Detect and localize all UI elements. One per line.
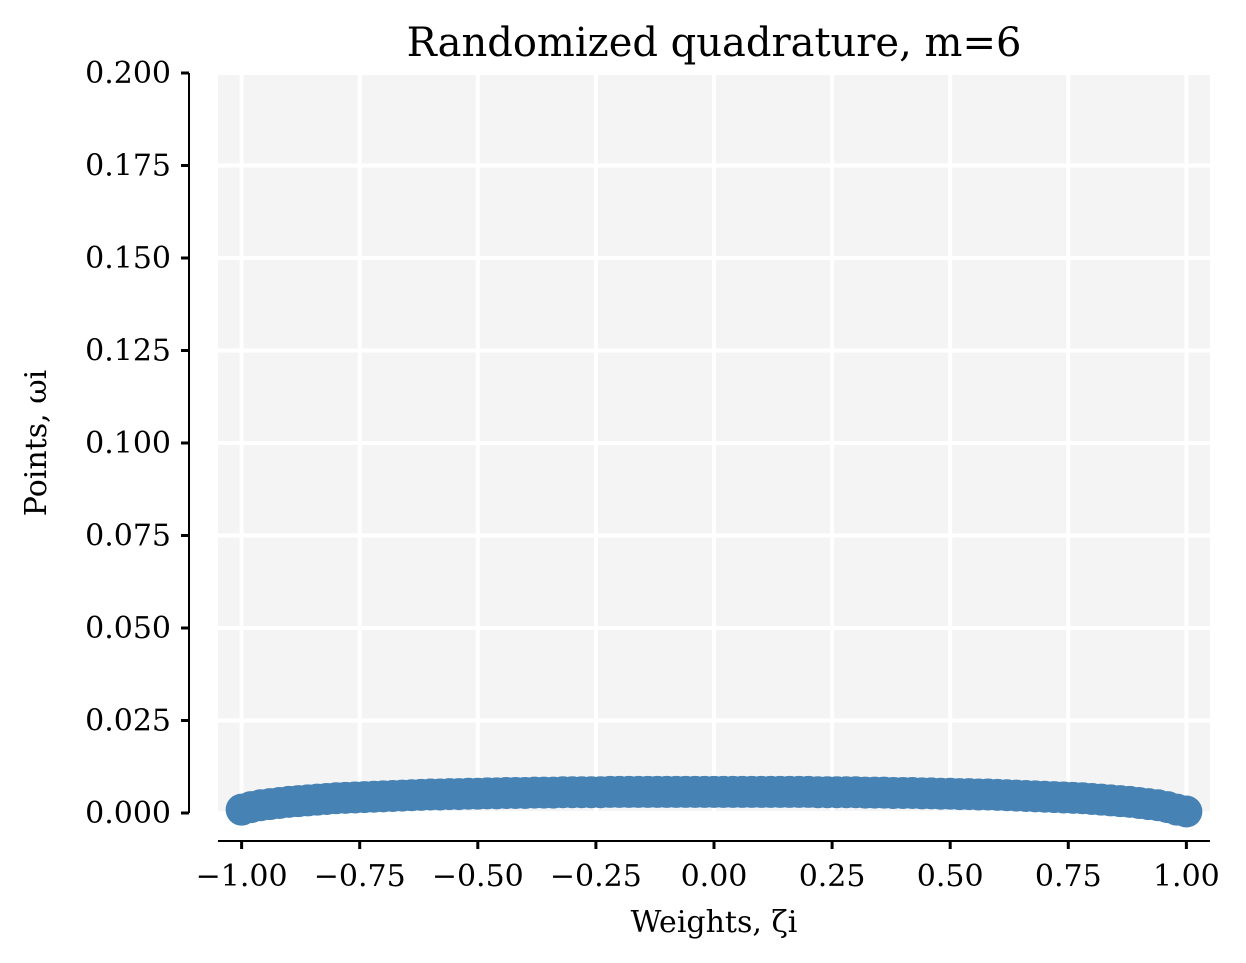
x-tick-label: −0.50 (432, 859, 524, 894)
x-tick-label: 0.25 (799, 859, 866, 894)
y-tick-label: 0.050 (85, 611, 171, 646)
x-tick-label: 0.00 (681, 859, 748, 894)
y-tick-label: 0.000 (85, 796, 171, 831)
grid-lines (218, 71, 1210, 815)
x-axis-label: Weights, ζi (631, 905, 798, 940)
y-axis-label: Points, ωi (19, 370, 54, 517)
x-axis-ticks: −1.00 −0.75 −0.50 −0.25 0.00 0.25 0.50 0.75 1.00 (196, 841, 1220, 894)
y-tick-label: 0.200 (85, 56, 171, 91)
y-tick-label: 0.100 (85, 426, 171, 461)
chart-title: Randomized quadrature, m=6 (407, 20, 1022, 66)
x-tick-label: −0.25 (550, 859, 642, 894)
x-tick-label: 0.75 (1035, 859, 1102, 894)
data-point (1170, 795, 1203, 828)
data-points (225, 775, 1203, 828)
x-tick-label: 0.50 (917, 859, 984, 894)
y-tick-label: 0.125 (85, 334, 171, 369)
x-tick-label: 1.00 (1153, 859, 1220, 894)
y-axis-ticks: 0.000 0.025 0.050 0.075 0.100 0.125 0.150 0.175… (85, 56, 189, 831)
y-tick-label: 0.025 (85, 704, 171, 739)
x-tick-label: −0.75 (314, 859, 406, 894)
y-tick-label: 0.150 (85, 241, 171, 276)
y-tick-label: 0.175 (85, 149, 171, 184)
x-tick-label: −1.00 (196, 859, 288, 894)
y-tick-label: 0.075 (85, 519, 171, 554)
